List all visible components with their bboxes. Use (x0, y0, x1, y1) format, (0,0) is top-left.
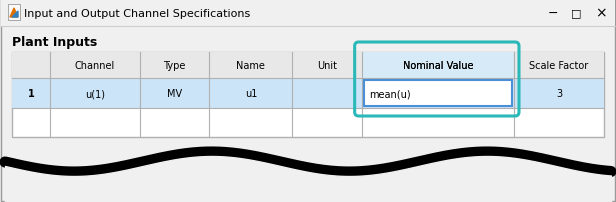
Text: u(1): u(1) (85, 88, 105, 99)
Text: −: − (548, 6, 558, 19)
Text: u1: u1 (245, 88, 257, 99)
Bar (363, 81, 512, 106)
Bar (8, 5, 20, 21)
Polygon shape (10, 9, 18, 18)
Bar (12, 79, 604, 108)
Text: Name: Name (237, 61, 265, 71)
Text: Scale Factor: Scale Factor (529, 61, 589, 71)
Text: ×: × (595, 6, 607, 20)
Text: □: □ (571, 8, 582, 18)
Bar (362, 53, 514, 79)
Text: Type: Type (163, 61, 186, 71)
Text: Nominal Value: Nominal Value (403, 61, 473, 71)
Text: Channel: Channel (75, 61, 115, 71)
Text: Unit: Unit (317, 61, 337, 71)
Text: Nominal Value: Nominal Value (403, 61, 473, 71)
Text: MV: MV (167, 88, 182, 99)
Text: mean(u): mean(u) (368, 88, 410, 99)
Text: Input and Output Channel Specifications: Input and Output Channel Specifications (24, 9, 250, 19)
Polygon shape (12, 12, 18, 18)
Bar (12, 53, 604, 137)
Text: 1: 1 (28, 88, 34, 99)
Text: Plant Inputs: Plant Inputs (12, 35, 97, 48)
Bar (12, 53, 604, 79)
Bar (1, 1, 615, 27)
Text: 3: 3 (556, 88, 562, 99)
